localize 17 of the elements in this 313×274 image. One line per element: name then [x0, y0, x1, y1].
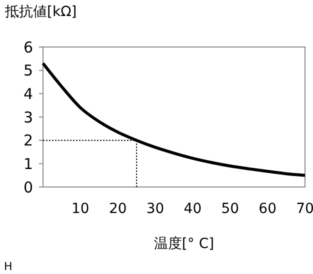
x-tick-label: 40 [184, 201, 202, 217]
y-tick-label: 4 [23, 84, 33, 103]
x-tick-label: 60 [258, 201, 276, 217]
x-tick-label: 20 [108, 201, 127, 217]
y-tick-label: 5 [23, 62, 33, 80]
x-tick-label: 70 [296, 201, 313, 217]
text: H [4, 260, 12, 273]
x-tick-label: 50 [221, 201, 240, 217]
y-tick-label: 6 [23, 38, 33, 56]
x-tick-label: 30 [146, 201, 164, 217]
y-tick-label: 2 [23, 132, 33, 150]
y-tick-label: 3 [23, 108, 33, 126]
x-tick-label: 10 [72, 201, 90, 217]
y-tick-label: 0 [23, 178, 33, 196]
x-axis-title: 温度[° C] [154, 236, 214, 252]
y-axis-title: 抵抗値[kΩ] [4, 4, 77, 20]
y-tick-label: 1 [23, 154, 33, 173]
